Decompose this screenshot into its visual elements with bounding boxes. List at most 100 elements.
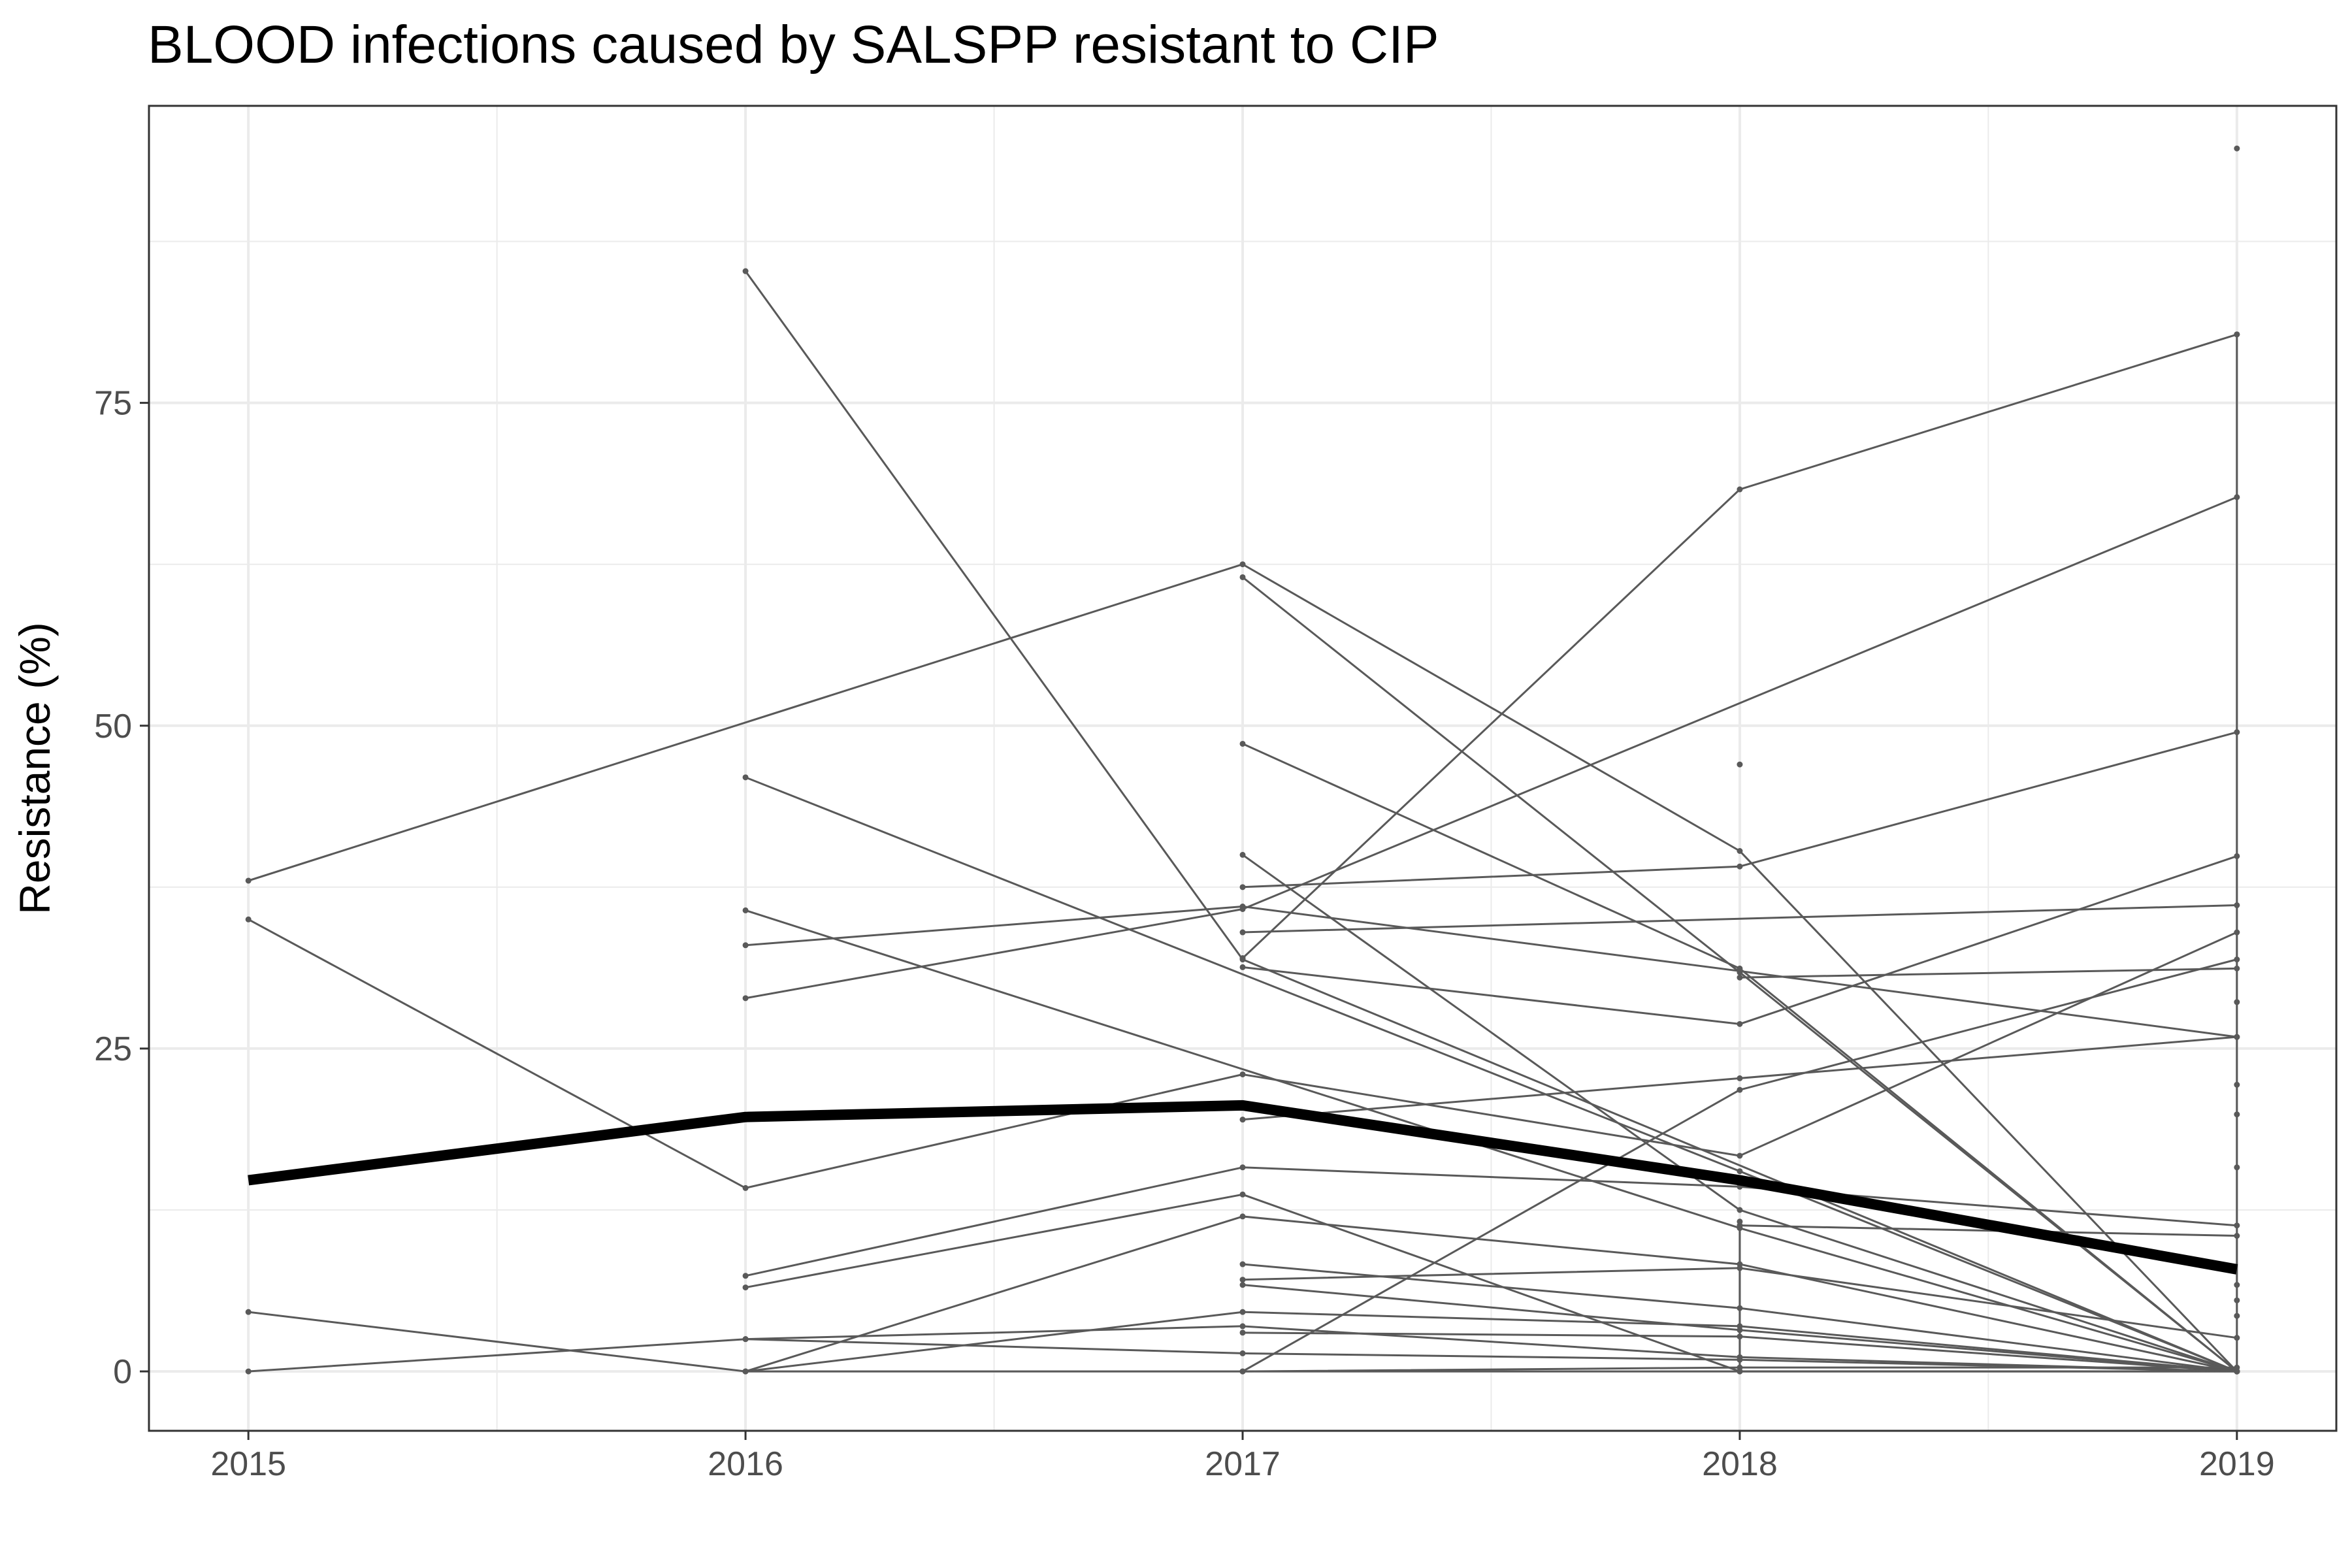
series-point (1239, 1323, 1246, 1330)
chart-title: BLOOD infections caused by SALSPP resist… (148, 15, 1439, 74)
y-tick-label: 75 (94, 385, 132, 423)
series-point (245, 1368, 252, 1375)
series-point (742, 1368, 749, 1375)
series-line-29 (1739, 967, 2237, 979)
series-point (742, 1284, 749, 1291)
series-line-22 (1242, 904, 2237, 934)
series-point (742, 1184, 749, 1191)
series-point (2234, 902, 2240, 909)
series-point (1239, 955, 1246, 962)
series-point (1737, 1152, 1743, 1159)
series-line-12 (745, 1215, 2238, 1373)
series-point (1737, 974, 1743, 981)
series-point (1737, 1354, 1743, 1360)
series-point (1737, 1305, 1743, 1311)
series-point (245, 916, 252, 923)
series-point (1737, 1265, 1743, 1271)
series-point (742, 1273, 749, 1279)
series-point (245, 1309, 252, 1315)
series-point (1737, 1021, 1743, 1027)
series-point (1239, 1309, 1246, 1315)
isolated-point (1737, 761, 1743, 768)
overall-resistance-line (248, 1100, 2238, 1275)
series-point (1239, 1117, 1246, 1123)
series-point (1239, 1350, 1246, 1356)
isolated-point (2234, 1313, 2240, 1319)
series-point (1239, 1368, 1246, 1375)
series-point (1239, 1282, 1246, 1288)
series-point (1239, 906, 1246, 912)
x-tick-label: 2017 (1205, 1445, 1281, 1483)
y-tick-label: 50 (94, 708, 132, 745)
series-point (1737, 1327, 1743, 1333)
series-point (1737, 1168, 1743, 1175)
series-point (1239, 851, 1246, 858)
series-point (1737, 486, 1743, 493)
x-tick-label: 2016 (708, 1445, 783, 1483)
series-point (2234, 1368, 2240, 1375)
series-line-13 (745, 1311, 2237, 1373)
isolated-point (2234, 1081, 2240, 1088)
series-point (2234, 331, 2240, 338)
y-axis-title: Resistance (%) (10, 622, 59, 914)
series-line-14 (745, 1325, 2237, 1373)
isolated-point (2234, 999, 2240, 1005)
series-point (742, 995, 749, 1002)
series-point (1737, 1086, 1743, 1093)
series-point (2234, 1034, 2240, 1040)
series-point (2234, 965, 2240, 972)
series-point (1239, 574, 1246, 580)
series-line-1 (248, 563, 2238, 1373)
series-line-30 (1739, 1224, 2237, 1237)
series-point (1239, 1164, 1246, 1171)
axis-layer: 2015 2016 2017 2018 2019 0 25 50 75 (94, 385, 2275, 1483)
series-point (1239, 1213, 1246, 1220)
series-point (1239, 1277, 1246, 1283)
isolated-point (2234, 1282, 2240, 1288)
series-point (1737, 848, 1743, 855)
isolated-point (2234, 1111, 2240, 1118)
series-point (1239, 1071, 1246, 1077)
series-point (2234, 729, 2240, 736)
series-point (742, 1336, 749, 1343)
series-point (1737, 965, 1743, 972)
series-line-8 (745, 906, 2237, 1038)
series-point (1737, 1218, 1743, 1225)
isolated-point (2234, 145, 2240, 152)
series-point (1737, 1075, 1743, 1081)
series-point (1239, 964, 1246, 970)
isolated-point (2234, 1297, 2240, 1303)
series-point (742, 942, 749, 949)
overall-layer (248, 1100, 2238, 1275)
series-point (742, 268, 749, 274)
series-point (1239, 1261, 1246, 1267)
y-tick-label: 25 (94, 1030, 132, 1068)
x-tick-label: 2019 (2199, 1445, 2275, 1483)
series-point (1239, 1330, 1246, 1336)
series-point (1239, 1191, 1246, 1198)
series-point (1239, 561, 1246, 568)
series-point (2234, 1233, 2240, 1239)
series-point (2234, 929, 2240, 936)
series-point (1737, 1207, 1743, 1213)
isolated-point (2234, 1164, 2240, 1171)
series-point (1239, 929, 1246, 936)
points-layer (245, 145, 2240, 1375)
x-tick-label: 2015 (210, 1445, 286, 1483)
series-point (1239, 740, 1246, 747)
series-point (2234, 1222, 2240, 1229)
series-point (1737, 1368, 1743, 1375)
series-line-11 (745, 1193, 2237, 1373)
series-point (2234, 494, 2240, 500)
series-point (1737, 1333, 1743, 1340)
series-point (2234, 956, 2240, 963)
series-point (245, 877, 252, 884)
x-tick-label: 2018 (1702, 1445, 1778, 1483)
series-point (2234, 853, 2240, 859)
y-tick-label: 0 (113, 1353, 132, 1391)
series-line-10 (745, 1166, 2237, 1277)
series-point (742, 774, 749, 781)
series-point (2234, 1335, 2240, 1341)
series-point (742, 907, 749, 913)
